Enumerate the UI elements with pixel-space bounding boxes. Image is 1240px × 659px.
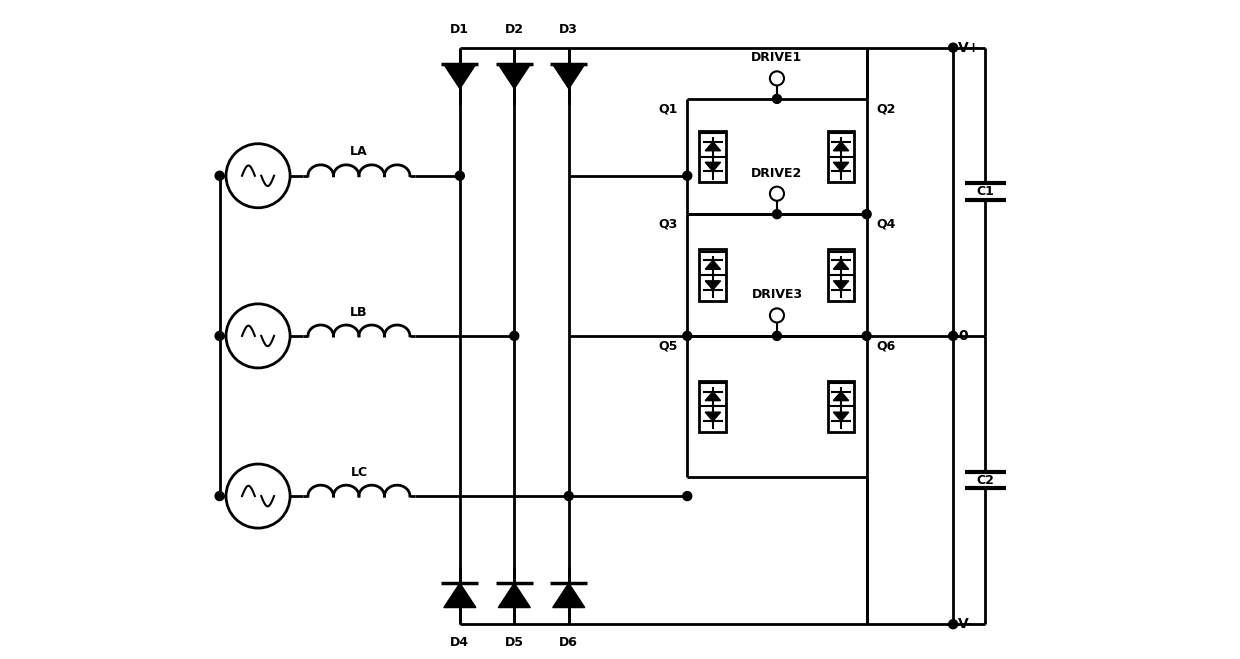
Polygon shape bbox=[833, 391, 848, 401]
Polygon shape bbox=[833, 162, 848, 171]
Polygon shape bbox=[444, 583, 476, 608]
Text: C2: C2 bbox=[976, 474, 994, 486]
Polygon shape bbox=[498, 65, 531, 88]
Text: LB: LB bbox=[350, 306, 368, 318]
Text: LA: LA bbox=[350, 146, 368, 158]
Text: Q6: Q6 bbox=[877, 339, 895, 352]
Bar bbox=[699, 381, 727, 432]
Polygon shape bbox=[706, 162, 720, 171]
Text: D2: D2 bbox=[505, 23, 523, 36]
Circle shape bbox=[510, 331, 518, 341]
Polygon shape bbox=[833, 281, 848, 290]
Text: D6: D6 bbox=[559, 636, 578, 648]
Polygon shape bbox=[706, 412, 720, 421]
Polygon shape bbox=[833, 260, 848, 270]
Text: Q3: Q3 bbox=[658, 217, 677, 231]
Polygon shape bbox=[553, 65, 585, 88]
Text: Q4: Q4 bbox=[877, 217, 895, 231]
Circle shape bbox=[773, 331, 781, 341]
Bar bbox=[827, 249, 854, 301]
Circle shape bbox=[683, 331, 692, 341]
Text: Q5: Q5 bbox=[658, 339, 677, 352]
Text: D4: D4 bbox=[450, 636, 470, 648]
Text: D1: D1 bbox=[450, 23, 470, 36]
Circle shape bbox=[455, 171, 464, 180]
Text: C1: C1 bbox=[976, 185, 994, 198]
Bar bbox=[827, 131, 854, 182]
Polygon shape bbox=[833, 412, 848, 421]
Text: DRIVE3: DRIVE3 bbox=[751, 288, 802, 301]
Bar bbox=[699, 249, 727, 301]
Circle shape bbox=[683, 171, 692, 180]
Circle shape bbox=[862, 331, 872, 341]
Circle shape bbox=[949, 43, 957, 52]
Polygon shape bbox=[706, 281, 720, 290]
Polygon shape bbox=[498, 583, 531, 608]
Circle shape bbox=[949, 619, 957, 629]
Text: 0: 0 bbox=[959, 329, 968, 343]
Bar bbox=[827, 381, 854, 432]
Text: DRIVE1: DRIVE1 bbox=[751, 51, 802, 65]
Circle shape bbox=[215, 331, 224, 341]
Circle shape bbox=[683, 492, 692, 501]
Text: V+: V+ bbox=[959, 41, 981, 55]
Circle shape bbox=[773, 210, 781, 219]
Circle shape bbox=[949, 331, 957, 341]
Circle shape bbox=[564, 492, 573, 501]
Polygon shape bbox=[444, 65, 476, 88]
Circle shape bbox=[862, 210, 872, 219]
Polygon shape bbox=[706, 391, 720, 401]
Bar bbox=[699, 131, 727, 182]
Text: Q1: Q1 bbox=[658, 102, 677, 115]
Circle shape bbox=[215, 171, 224, 180]
Text: D5: D5 bbox=[505, 636, 523, 648]
Circle shape bbox=[215, 492, 224, 501]
Text: Q2: Q2 bbox=[877, 102, 895, 115]
Circle shape bbox=[773, 94, 781, 103]
Polygon shape bbox=[833, 142, 848, 151]
Polygon shape bbox=[706, 260, 720, 270]
Polygon shape bbox=[706, 142, 720, 151]
Text: D3: D3 bbox=[559, 23, 578, 36]
Text: DRIVE2: DRIVE2 bbox=[751, 167, 802, 180]
Text: LC: LC bbox=[351, 466, 367, 479]
Text: V-: V- bbox=[959, 617, 973, 631]
Polygon shape bbox=[553, 583, 585, 608]
